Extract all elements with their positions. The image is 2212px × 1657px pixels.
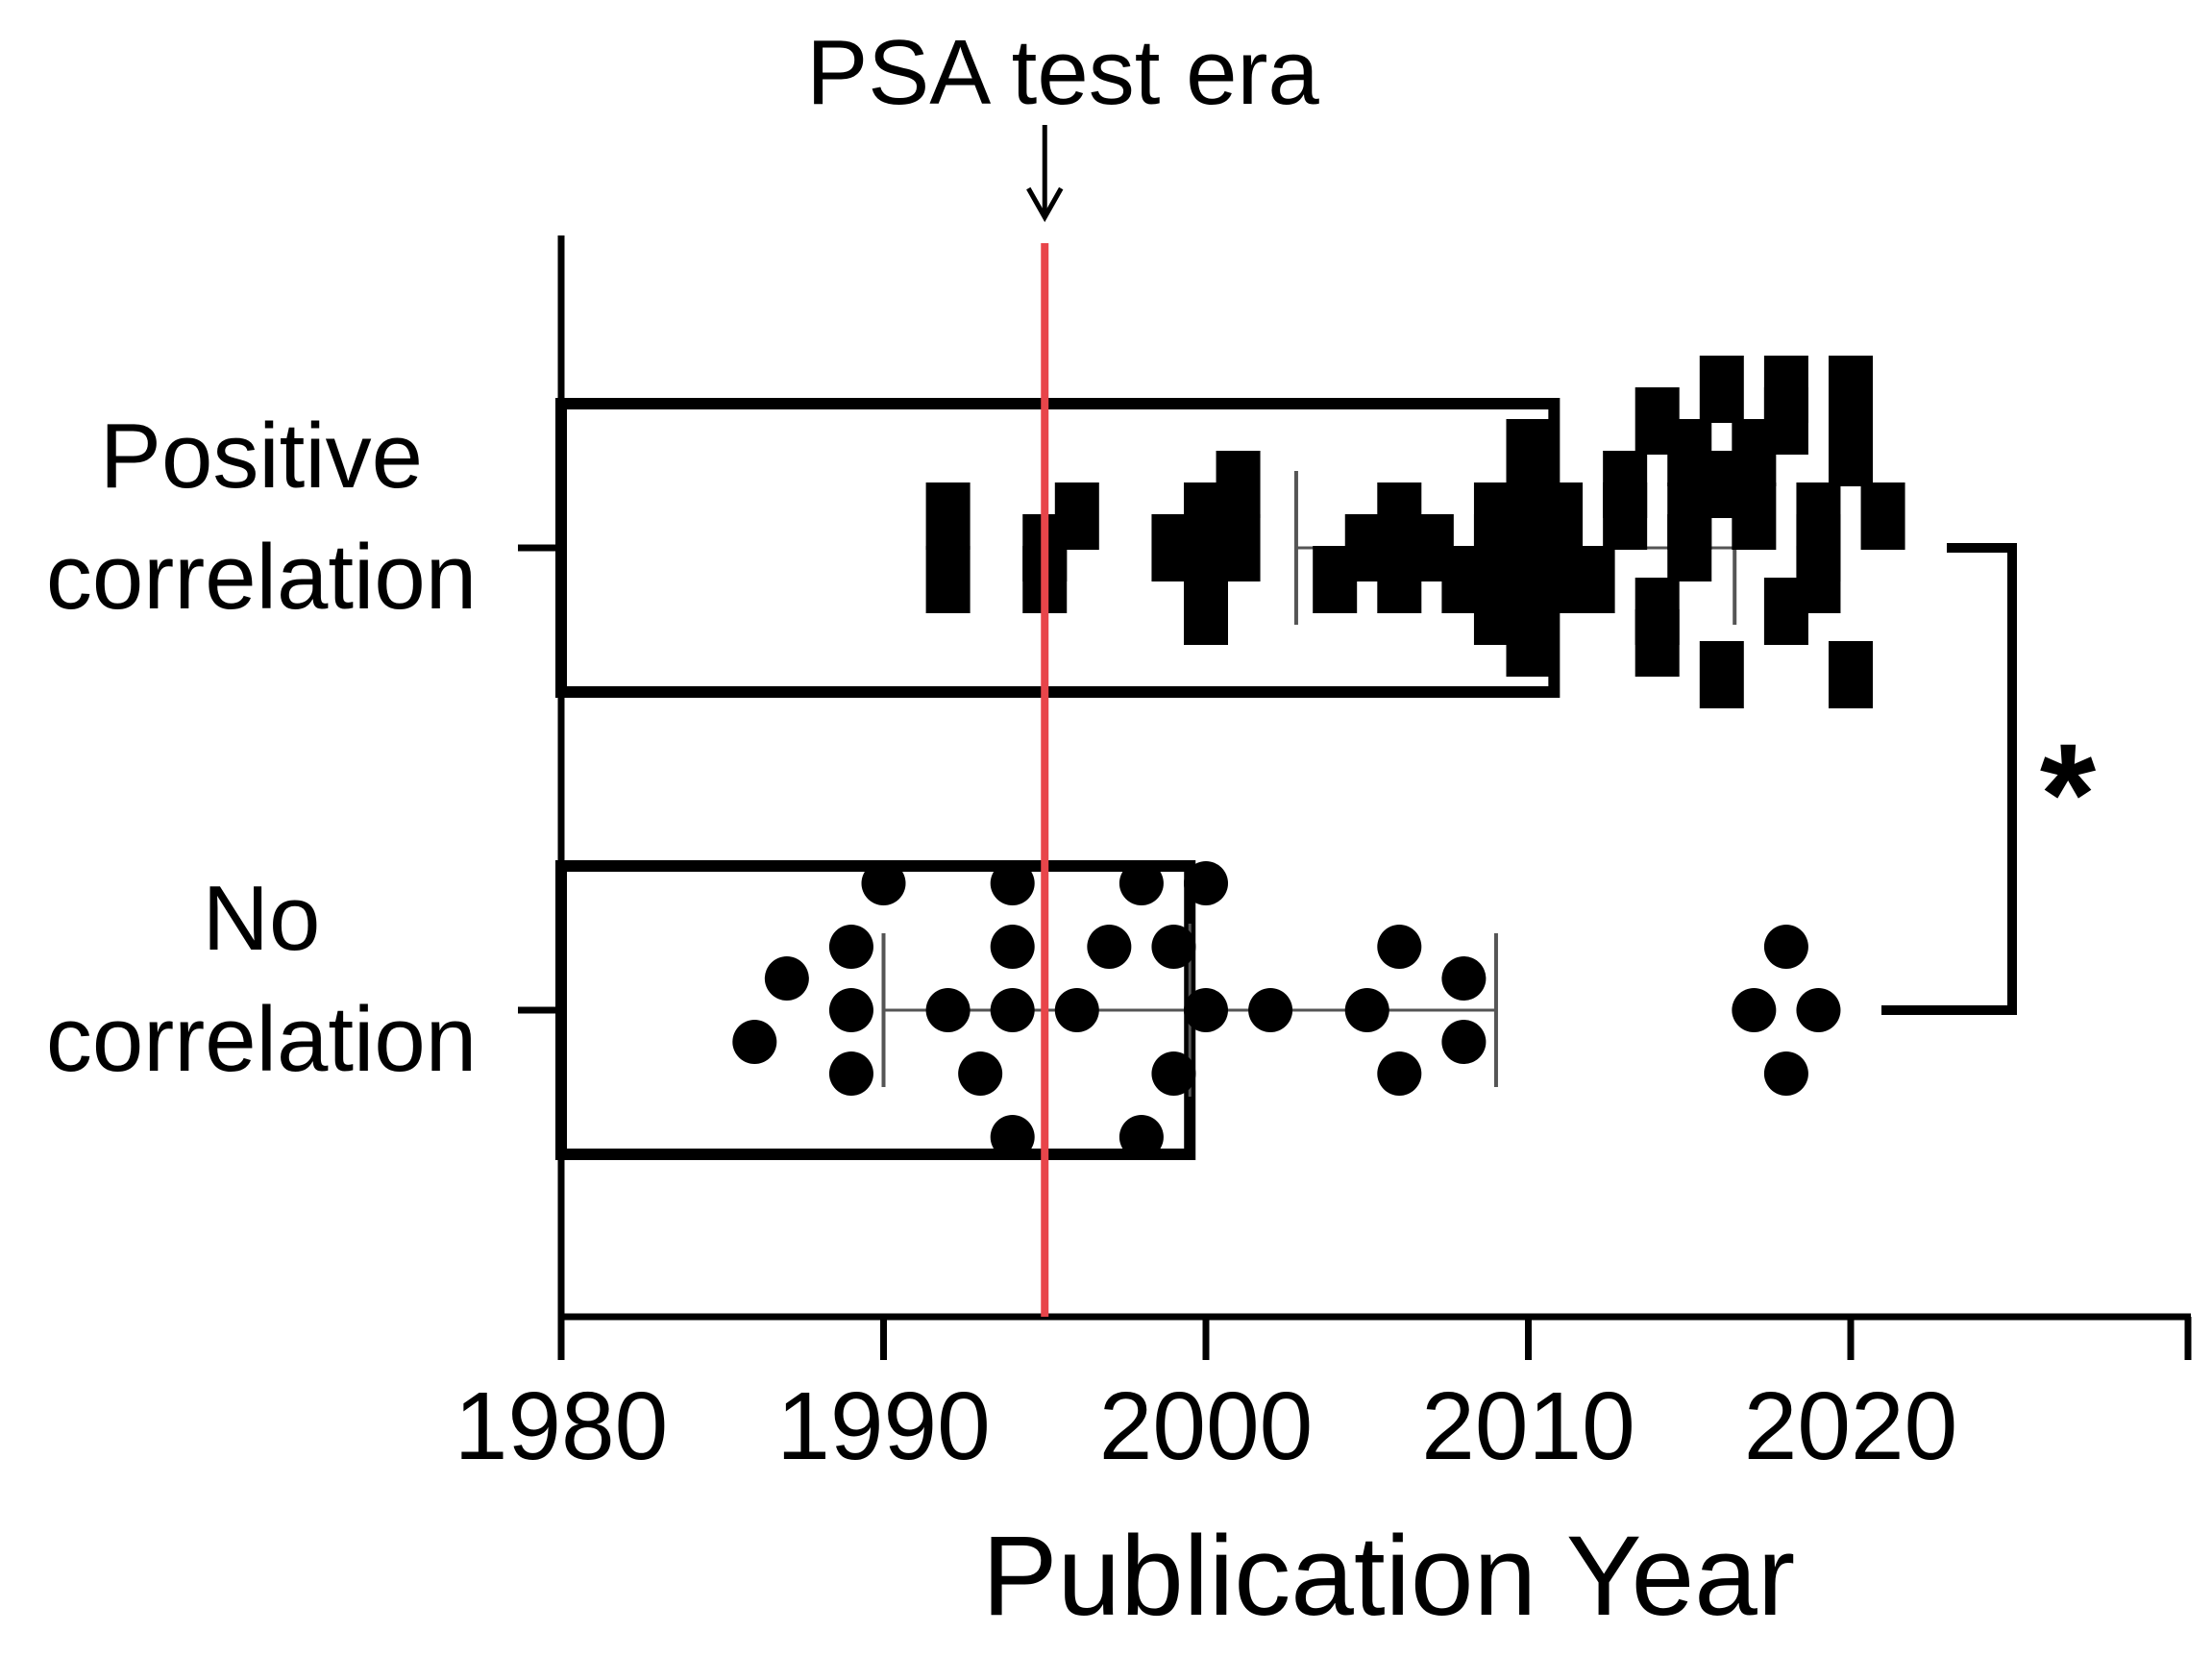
data-point-square-36 [1667,514,1712,581]
data-point-circle-20 [1248,988,1293,1032]
x-tick-label-2: 2000 [1099,1373,1313,1480]
data-point-square-9 [1216,451,1261,518]
data-point-square-48 [1829,356,1873,423]
data-point-circle-19 [1184,988,1228,1032]
data-point-square-10 [1216,514,1261,581]
data-point-square-30 [1603,482,1648,550]
data-point-circle-22 [1377,925,1422,969]
data-point-square-33 [1634,609,1680,677]
data-point-square-51 [1860,482,1905,550]
data-point-square-25 [1506,609,1551,677]
data-point-square-1 [925,546,971,613]
data-point-circle-28 [1763,1051,1808,1096]
data-point-circle-25 [1441,1020,1487,1064]
data-point-circle-27 [1763,925,1808,969]
data-point-square-28 [1570,546,1615,613]
data-point-square-26 [1538,482,1584,550]
data-point-square-47 [1796,546,1841,613]
data-point-circle-0 [732,1020,777,1064]
data-point-circle-16 [1151,925,1196,969]
data-point-circle-6 [925,988,971,1032]
data-point-square-0 [925,482,971,550]
category-label-line2-1: correlation [46,988,477,1091]
data-point-circle-5 [861,861,906,905]
x-tick-label-1: 1990 [776,1373,990,1480]
x-tick-label-0: 1980 [455,1373,668,1480]
data-point-square-4 [1054,482,1099,550]
data-point-circle-2 [828,925,873,969]
significance-asterisk: * [2040,713,2097,875]
x-tick-label-3: 2010 [1421,1373,1634,1480]
data-point-circle-10 [990,988,1035,1032]
data-point-circle-4 [828,1051,873,1096]
significance-bracket [1881,543,2017,1015]
reference-layer [1026,125,1064,1317]
data-point-square-41 [1732,482,1777,550]
text-layer: 1980 1990 2000 2010 2020 Positive correlation N… [46,21,2097,1640]
psa-arrow-head [1026,186,1064,223]
data-point-circle-21 [1344,988,1389,1032]
data-point-circle-7 [958,1051,1003,1096]
points-layer [732,356,1905,1159]
data-point-circle-14 [1118,861,1164,905]
data-point-square-43 [1763,387,1808,455]
category-label-line1-0: Positive [100,405,423,507]
data-point-circle-29 [1796,988,1841,1032]
data-point-circle-18 [1184,861,1228,905]
data-point-circle-26 [1732,988,1777,1032]
data-point-circle-13 [1087,925,1132,969]
category-label-line1-1: No [203,867,321,970]
x-axis-label: Publication Year [982,1513,1795,1640]
x-tick-label-4: 2020 [1744,1373,1957,1480]
data-point-circle-24 [1441,956,1487,1001]
data-point-square-50 [1829,641,1873,708]
psa-reference-label: PSA test era [806,21,1319,124]
data-point-circle-11 [990,1115,1035,1159]
data-point-circle-15 [1118,1115,1164,1159]
category-label-line2-0: correlation [46,526,477,629]
data-point-square-39 [1699,641,1744,708]
data-point-circle-9 [990,925,1035,969]
data-point-square-37 [1699,356,1744,423]
data-point-circle-3 [828,988,873,1032]
data-point-circle-12 [1054,988,1099,1032]
data-point-square-49 [1829,419,1873,486]
data-point-circle-23 [1377,1051,1422,1096]
data-point-square-8 [1184,578,1228,645]
data-point-circle-1 [764,956,809,1001]
significance-layer [1881,543,2017,1015]
data-point-circle-8 [990,861,1035,905]
axes-layer [518,235,2192,1360]
data-point-circle-17 [1151,1051,1196,1096]
